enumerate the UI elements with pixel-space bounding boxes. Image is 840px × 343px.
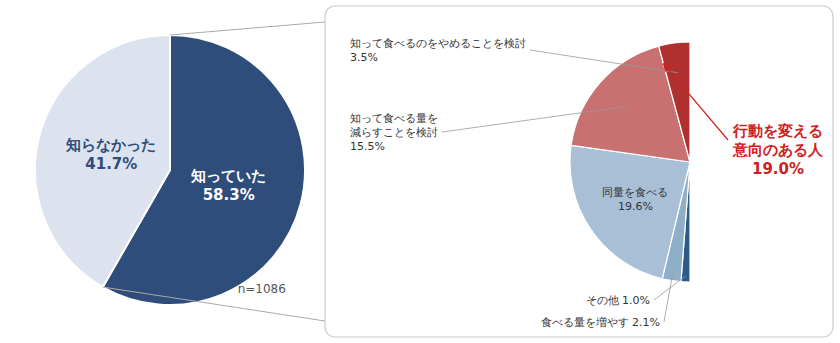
slice-label-line: 3.5% [350, 51, 378, 64]
slice-label-part: 1.0% [619, 294, 650, 307]
slice-label-part: その他 [586, 294, 619, 307]
slice-label-line: 19.6% [618, 200, 653, 213]
slice-label-line: 58.3% [203, 186, 255, 204]
slice-label-line: 減らすことを検討 [350, 126, 438, 139]
leader-line [664, 275, 672, 322]
pie-right [570, 42, 810, 282]
slice-label: 知って食べる量を減らすことを検討15.5% [350, 112, 438, 153]
slice-label-line: 知らなかった [65, 136, 156, 154]
pie-left [35, 35, 305, 305]
slice-label: 食べる量を増やす 2.1% [541, 316, 660, 329]
pie-slice [659, 42, 690, 162]
detail-box [325, 6, 833, 337]
slice-label-line: 15.5% [350, 140, 385, 153]
chart: 知っていた58.3% 知らなかった41.7% n=1086 その他 1.0% 食べる量を… [0, 0, 840, 343]
annotation: n=1086 [238, 282, 286, 296]
slice-label-line: 同量を食べる [602, 186, 668, 199]
slice-label-line: 41.7% [85, 155, 137, 173]
annotation-line: 行動を変える [732, 122, 823, 140]
annotation: 行動を変える意向のある人19.0% [732, 122, 824, 178]
annotation-line: 意向のある人 [732, 141, 824, 159]
annotation-line: n=1086 [238, 282, 286, 296]
slice-label: 知らなかった41.7% [65, 136, 156, 173]
connector [103, 287, 325, 321]
slice-label-line: 知って食べるのをやめることを検討 [350, 37, 526, 50]
slice-label: その他 1.0% [586, 294, 650, 307]
slice-label-part: 食べる量を増やす [541, 316, 629, 329]
annotation-arrow [663, 64, 728, 140]
annotation-line: 19.0% [752, 160, 804, 178]
slice-label: 同量を食べる19.6% [602, 186, 668, 213]
pie-slice [35, 35, 170, 287]
pie-slice [570, 145, 690, 278]
slice-label-line: 知って食べる量を [350, 112, 438, 125]
connector [170, 22, 325, 35]
slice-label: 知っていた58.3% [190, 167, 266, 204]
slice-label-part: 2.1% [629, 316, 660, 329]
leader-line [530, 50, 678, 73]
slice-label: 知って食べるのをやめることを検討3.5% [350, 37, 526, 64]
slice-label-line: 知っていた [190, 167, 266, 185]
leader-line [442, 106, 627, 132]
pie-slice-hidden [690, 42, 810, 282]
